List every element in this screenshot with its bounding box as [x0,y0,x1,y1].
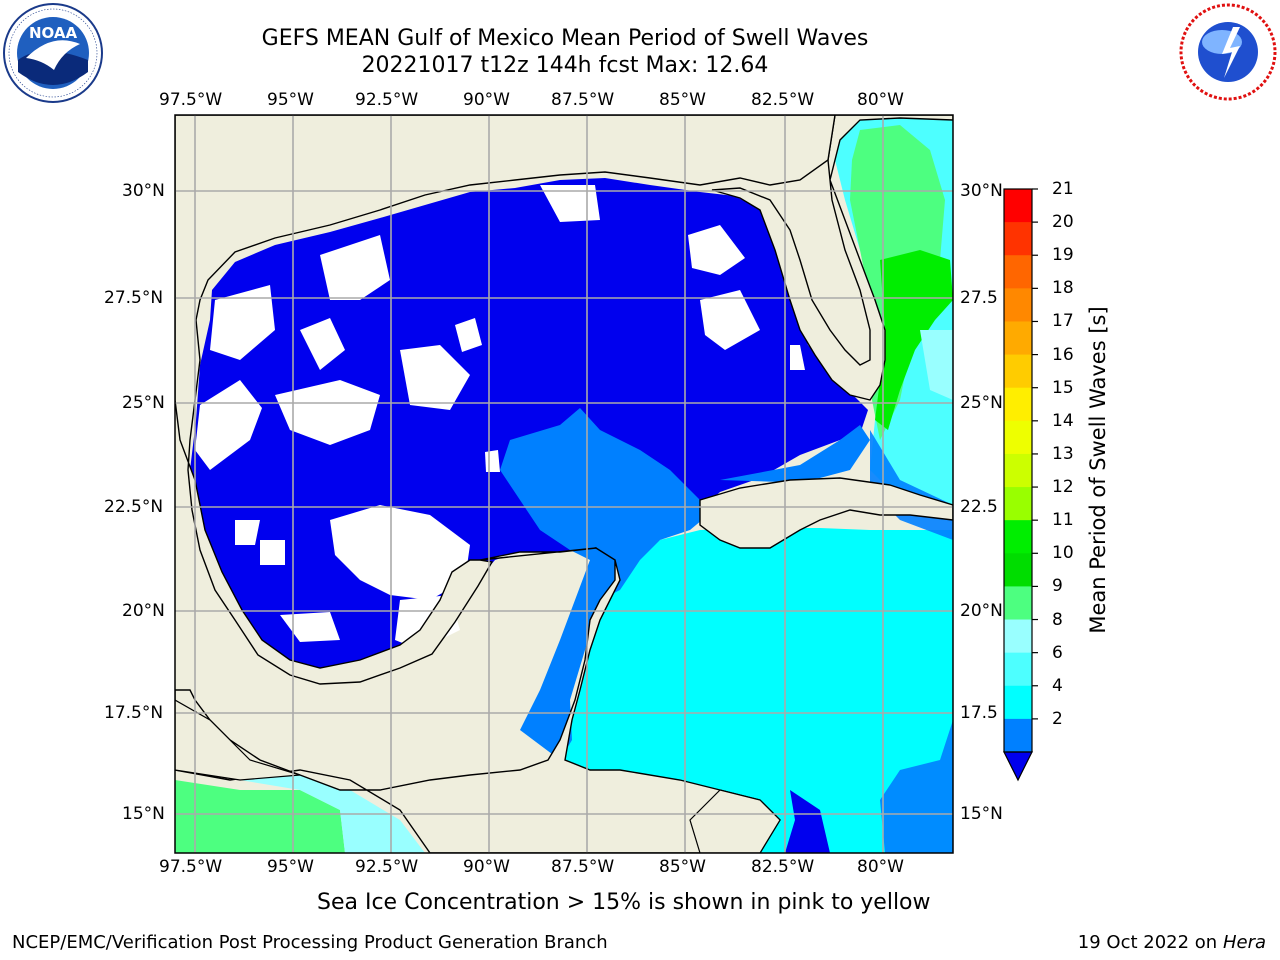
lat-tick-right: 27.5 [960,288,998,308]
colorbar-tick-label: 16 [1052,344,1074,365]
lat-tick-right: 25°N [960,393,1003,413]
lon-tick-top: 92.5°W [355,90,419,110]
lon-tick-bottom: 90°W [463,857,510,877]
chart-subtitle: 20221017 t12z 144h fcst Max: 12.64 [361,53,769,78]
footer-host: Hera [1222,932,1266,953]
central-america-land [689,789,781,853]
lat-tick-left: 30°N [122,181,165,201]
lat-tick-left: 17.5°N [104,703,164,723]
colorbar-tick-label: 17 [1052,311,1074,332]
lat-tick-left: 22.5°N [104,497,164,517]
colorbar-tick-label: 6 [1052,642,1063,663]
caribbean-sea [560,528,953,853]
colorbar-title: Mean Period of Swell Waves [s] [1086,306,1110,634]
colorbar-tick-label: 20 [1052,212,1074,233]
lat-tick-left: 15°N [122,804,165,824]
lat-tick-right: 30°N [960,181,1003,201]
band-6-8-florida [920,330,953,400]
sea-ice-note: Sea Ice Concentration > 15% is shown in … [317,890,931,915]
lon-tick-top: 97.5°W [159,90,223,110]
footer-date-text: 19 Oct 2022 on [1077,932,1218,953]
lat-tick-right: 17.5 [960,703,998,723]
colorbar-tick-label: 18 [1052,278,1074,299]
lon-tick-bottom: 80°W [857,857,904,877]
lon-tick-bottom: 97.5°W [159,857,223,877]
graticule [175,115,953,853]
colorbar-tick-label: 14 [1052,410,1074,431]
colorbar-tick-label: 2 [1052,708,1063,729]
noaa-logo-text: NOAA [29,24,78,42]
lon-tick-top: 87.5°W [551,90,615,110]
lon-tick-bottom: 87.5°W [551,857,615,877]
colorbar-tick-label: 10 [1052,543,1074,564]
colorbar-tick-label: 15 [1052,377,1074,398]
band-10-11 [875,250,953,430]
colorbar-tick-label: 21 [1052,179,1074,199]
colorbar-tick-label: 19 [1052,245,1074,266]
colorbar-tick-label: 11 [1052,510,1074,531]
lon-tick-top: 80°W [857,90,904,110]
lat-tick-left: 27.5°N [104,288,164,308]
lon-tick-top: 85°W [659,90,706,110]
lon-tick-top: 90°W [463,90,510,110]
map-frame [174,114,954,854]
noaa-logo: NOAA [3,3,103,103]
nws-logo [1179,3,1277,101]
lat-tick-right: 22.5 [960,497,998,517]
lon-tick-bottom: 85°W [659,857,706,877]
footer-date: 19 Oct 2022 on Hera [1078,932,1266,953]
lat-tick-left: 20°N [122,601,165,621]
band-2-4 [500,408,720,760]
lon-tick-bottom: 82.5°W [751,857,815,877]
lat-tick-right: 20°N [960,601,1003,621]
coastlines [175,115,953,853]
lon-tick-bottom: 92.5°W [355,857,419,877]
lon-tick-top: 95°W [267,90,314,110]
lon-tick-top: 82.5°W [751,90,815,110]
colorbar-tick-label: 12 [1052,477,1074,498]
colorbar-tick-label: 13 [1052,443,1074,464]
footer-credit: NCEP/EMC/Verification Post Processing Pr… [12,932,608,953]
colorbar-tick-label: 9 [1052,576,1063,597]
lon-tick-bottom: 95°W [267,857,314,877]
pacific-band-8 [240,770,425,853]
pacific-band-9 [175,780,345,853]
chart-title: GEFS MEAN Gulf of Mexico Mean Period of … [261,26,869,51]
lat-tick-left: 25°N [122,393,165,413]
band-2-4-se [720,425,870,482]
mexico-land [175,699,301,781]
lat-tick-right: 15°N [960,804,1003,824]
colorbar-tick-label: 4 [1052,675,1063,696]
band-deep-se [785,790,830,853]
colorbar-tick-label: 8 [1052,609,1063,630]
